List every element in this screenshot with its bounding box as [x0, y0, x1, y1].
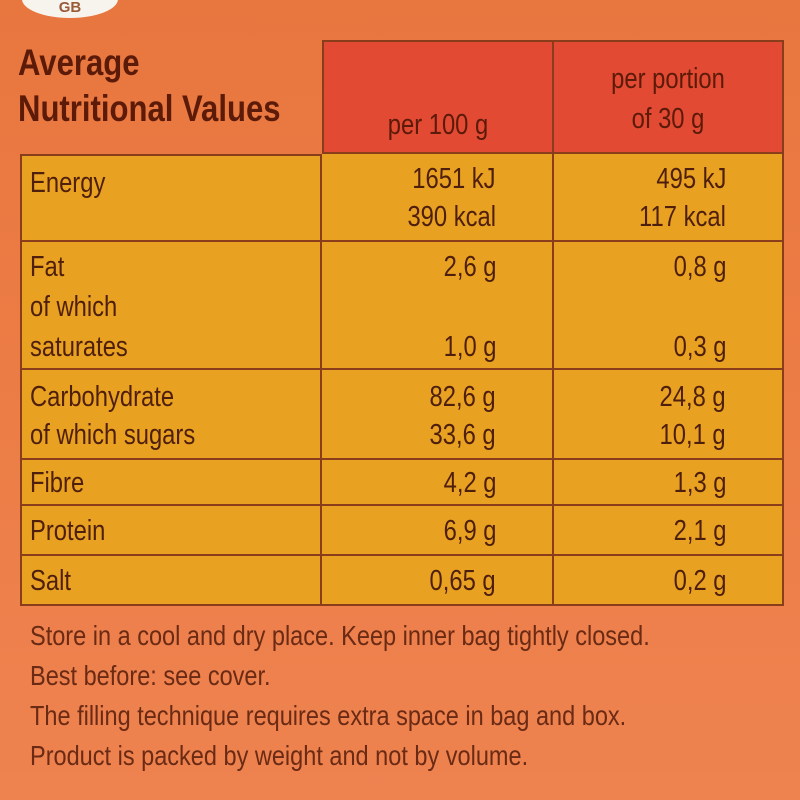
fat-per100-cell: 2,6 g 1,0 g [322, 242, 554, 370]
energy-per100-kcal: 390 kcal [407, 201, 496, 233]
fat-portion-cell: 0,8 g 0,3 g [554, 242, 784, 370]
salt-label-cell: Salt [20, 556, 322, 606]
fat-sub-label-1: of which [30, 291, 118, 323]
fat-label: Fat [30, 251, 65, 283]
header-per-portion: per portion of 30 g [554, 40, 784, 154]
sugars-per100-value: 33,6 g [429, 419, 496, 451]
fibre-per100-value: 4,2 g [443, 467, 496, 499]
fat-label-cell: Fat of which saturates [20, 242, 322, 370]
fat-per100-value: 2,6 g [443, 251, 496, 283]
fibre-label-cell: Fibre [20, 460, 322, 506]
energy-label: Energy [30, 167, 106, 199]
sugars-portion-value: 10,1 g [659, 419, 726, 451]
heading-line-1: Average [18, 42, 140, 83]
country-badge: GB [22, 0, 118, 18]
fibre-label: Fibre [30, 467, 85, 499]
fat-portion-value: 0,8 g [673, 251, 726, 283]
fat-sub-label-2: saturates [30, 331, 128, 363]
header-per-100g: per 100 g [322, 40, 554, 154]
fibre-portion-value: 1,3 g [673, 467, 726, 499]
saturates-portion-value: 0,3 g [673, 331, 726, 363]
storage-note-1: Store in a cool and dry place. Keep inne… [30, 620, 650, 651]
protein-portion-cell: 2,1 g [554, 506, 784, 556]
storage-note-2: Best before: see cover. [30, 660, 271, 691]
energy-portion-cell: 495 kJ 117 kcal [554, 154, 784, 242]
protein-portion-value: 2,1 g [673, 515, 726, 547]
salt-per100-cell: 0,65 g [322, 556, 554, 606]
heading-line-2: Nutritional Values [18, 88, 281, 129]
carb-sub-label: of which sugars [30, 419, 196, 451]
energy-portion-kcal: 117 kcal [639, 201, 726, 233]
header-per-portion-line-2: of 30 g [631, 103, 705, 135]
storage-notes: Store in a cool and dry place. Keep inne… [30, 616, 790, 776]
energy-per100-cell: 1651 kJ 390 kcal [322, 154, 554, 242]
salt-per100-value: 0,65 g [429, 565, 496, 597]
energy-label-cell: Energy [20, 154, 322, 242]
saturates-per100-value: 1,0 g [443, 331, 496, 363]
header-per-portion-line-1: per portion [611, 63, 725, 95]
carb-label-cell: Carbohydrate of which sugars [20, 370, 322, 460]
table-heading: Average Nutritional Values [18, 40, 281, 132]
nutrition-table: per 100 g per portion of 30 g Energy 165… [20, 40, 784, 606]
fibre-per100-cell: 4,2 g [322, 460, 554, 506]
protein-label-cell: Protein [20, 506, 322, 556]
carb-label: Carbohydrate [30, 381, 175, 413]
carb-portion-value: 24,8 g [659, 381, 726, 413]
energy-per100-kj: 1651 kJ [412, 163, 496, 195]
fibre-portion-cell: 1,3 g [554, 460, 784, 506]
protein-per100-cell: 6,9 g [322, 506, 554, 556]
salt-portion-cell: 0,2 g [554, 556, 784, 606]
carb-portion-cell: 24,8 g 10,1 g [554, 370, 784, 460]
salt-label: Salt [30, 565, 71, 597]
storage-note-4: Product is packed by weight and not by v… [30, 740, 529, 771]
energy-portion-kj: 495 kJ [655, 163, 726, 195]
header-per-100g-label: per 100 g [387, 109, 489, 141]
storage-note-3: The filling technique requires extra spa… [30, 700, 627, 731]
protein-label: Protein [30, 515, 106, 547]
protein-per100-value: 6,9 g [443, 515, 496, 547]
carb-per100-value: 82,6 g [429, 381, 496, 413]
salt-portion-value: 0,2 g [673, 565, 726, 597]
carb-per100-cell: 82,6 g 33,6 g [322, 370, 554, 460]
